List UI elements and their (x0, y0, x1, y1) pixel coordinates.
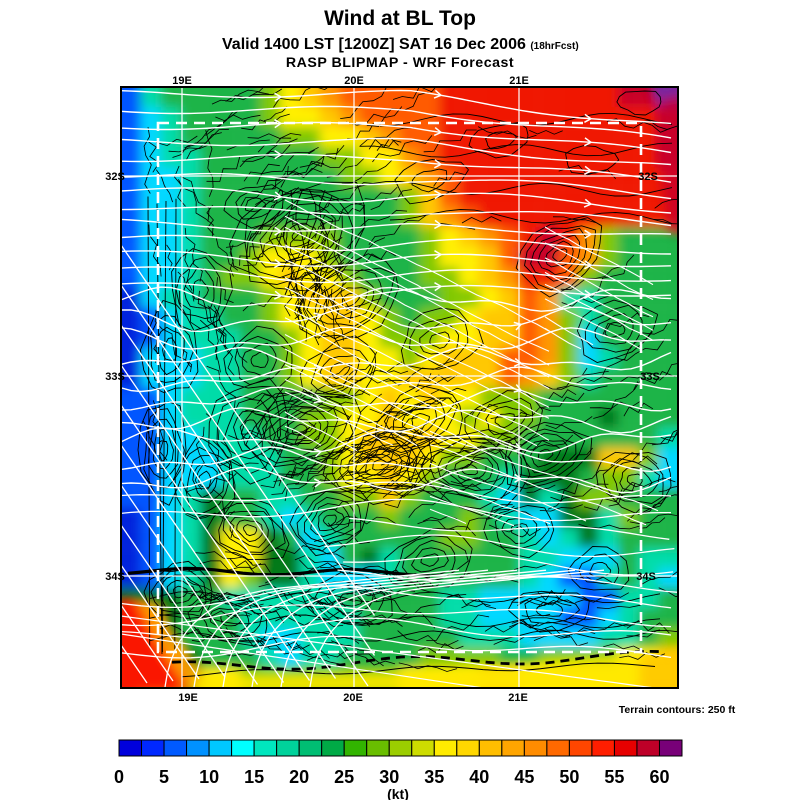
svg-text:60: 60 (649, 767, 669, 787)
svg-text:0: 0 (114, 767, 124, 787)
svg-text:21E: 21E (508, 692, 528, 704)
svg-text:Terrain contours: 250 ft: Terrain contours: 250 ft (619, 704, 736, 716)
svg-text:20E: 20E (344, 75, 364, 87)
svg-text:50: 50 (559, 767, 579, 787)
svg-text:45: 45 (514, 767, 534, 787)
svg-text:19E: 19E (178, 692, 198, 704)
svg-text:33S: 33S (105, 371, 125, 383)
svg-text:Valid 1400 LST [1200Z] SAT 16: Valid 1400 LST [1200Z] SAT 16 Dec 2006 (… (222, 36, 579, 53)
svg-text:33S: 33S (640, 371, 660, 383)
svg-text:15: 15 (244, 767, 264, 787)
svg-text:(kt): (kt) (387, 786, 409, 800)
svg-text:40: 40 (469, 767, 489, 787)
svg-text:21E: 21E (509, 75, 529, 87)
svg-text:55: 55 (604, 767, 624, 787)
svg-text:34S: 34S (105, 571, 125, 583)
svg-text:32S: 32S (638, 171, 658, 183)
svg-text:25: 25 (334, 767, 354, 787)
svg-text:32S: 32S (105, 171, 125, 183)
svg-text:Wind at BL Top: Wind at BL Top (324, 7, 476, 30)
svg-text:20: 20 (289, 767, 309, 787)
svg-text:35: 35 (424, 767, 444, 787)
svg-text:19E: 19E (172, 75, 192, 87)
svg-text:10: 10 (199, 767, 219, 787)
svg-text:34S: 34S (636, 571, 656, 583)
svg-text:5: 5 (159, 767, 169, 787)
svg-text:RASP BLIPMAP - WRF Forecast: RASP BLIPMAP - WRF Forecast (286, 55, 514, 71)
svg-text:30: 30 (379, 767, 399, 787)
svg-text:20E: 20E (343, 692, 363, 704)
